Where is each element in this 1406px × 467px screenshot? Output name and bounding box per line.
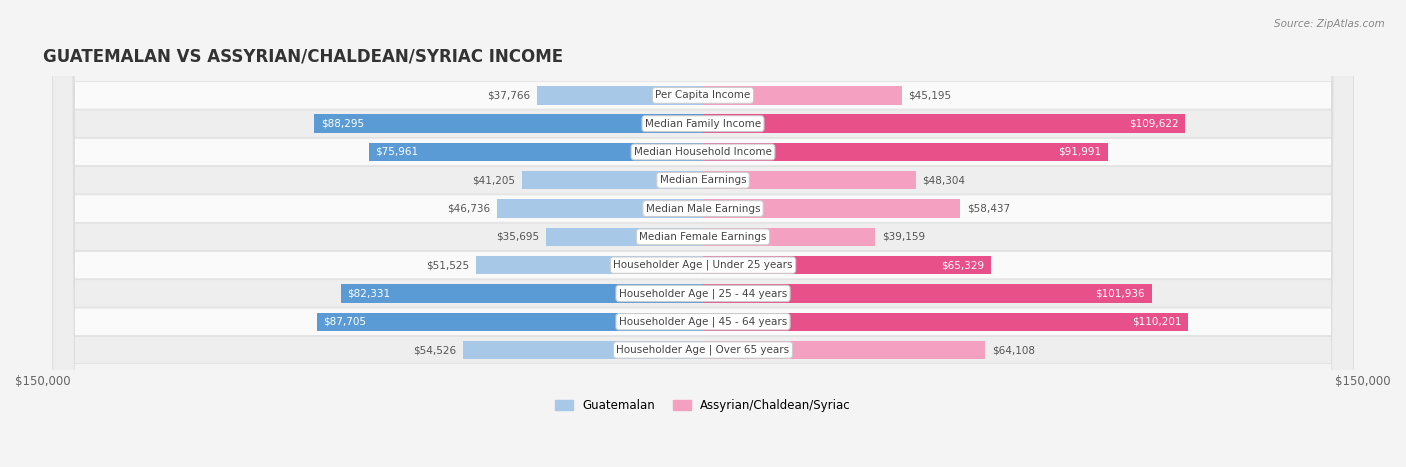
Bar	[703, 227, 876, 246]
Text: $101,936: $101,936	[1095, 289, 1144, 298]
Bar	[522, 171, 703, 190]
FancyBboxPatch shape	[52, 0, 1354, 467]
Text: Source: ZipAtlas.com: Source: ZipAtlas.com	[1274, 19, 1385, 28]
Text: $82,331: $82,331	[347, 289, 391, 298]
Text: Householder Age | Over 65 years: Householder Age | Over 65 years	[616, 345, 790, 355]
Text: Median Earnings: Median Earnings	[659, 175, 747, 185]
Text: GUATEMALAN VS ASSYRIAN/CHALDEAN/SYRIAC INCOME: GUATEMALAN VS ASSYRIAN/CHALDEAN/SYRIAC I…	[42, 48, 562, 66]
Bar	[703, 312, 1188, 331]
Text: $87,705: $87,705	[323, 317, 367, 327]
Text: $45,195: $45,195	[908, 91, 952, 100]
Bar	[703, 256, 991, 274]
Text: $39,159: $39,159	[882, 232, 925, 242]
Text: Householder Age | 25 - 44 years: Householder Age | 25 - 44 years	[619, 288, 787, 299]
Bar	[537, 86, 703, 105]
Bar	[703, 199, 960, 218]
Text: $37,766: $37,766	[486, 91, 530, 100]
Text: $35,695: $35,695	[496, 232, 540, 242]
Text: $64,108: $64,108	[991, 345, 1035, 355]
FancyBboxPatch shape	[52, 0, 1354, 467]
FancyBboxPatch shape	[52, 0, 1354, 467]
Text: $91,991: $91,991	[1059, 147, 1101, 157]
Text: $65,329: $65,329	[941, 260, 984, 270]
Text: $110,201: $110,201	[1132, 317, 1181, 327]
Text: Median Female Earnings: Median Female Earnings	[640, 232, 766, 242]
Text: Median Household Income: Median Household Income	[634, 147, 772, 157]
Bar	[703, 284, 1152, 303]
FancyBboxPatch shape	[52, 0, 1354, 467]
Text: Per Capita Income: Per Capita Income	[655, 91, 751, 100]
Text: $58,437: $58,437	[967, 204, 1010, 213]
Text: Householder Age | Under 25 years: Householder Age | Under 25 years	[613, 260, 793, 270]
Bar	[703, 171, 915, 190]
FancyBboxPatch shape	[52, 0, 1354, 467]
Text: $46,736: $46,736	[447, 204, 491, 213]
Bar	[477, 256, 703, 274]
Text: $75,961: $75,961	[375, 147, 419, 157]
Bar	[368, 143, 703, 161]
Text: $48,304: $48,304	[922, 175, 965, 185]
Text: Householder Age | 45 - 64 years: Householder Age | 45 - 64 years	[619, 317, 787, 327]
Bar	[703, 114, 1185, 133]
Text: Median Family Income: Median Family Income	[645, 119, 761, 129]
FancyBboxPatch shape	[52, 0, 1354, 467]
Bar	[315, 114, 703, 133]
Text: $41,205: $41,205	[472, 175, 515, 185]
Bar	[463, 341, 703, 359]
Text: $109,622: $109,622	[1129, 119, 1178, 129]
Text: $51,525: $51,525	[426, 260, 470, 270]
Bar	[546, 227, 703, 246]
Bar	[316, 312, 703, 331]
Text: $54,526: $54,526	[413, 345, 457, 355]
FancyBboxPatch shape	[52, 0, 1354, 467]
Bar	[498, 199, 703, 218]
FancyBboxPatch shape	[52, 0, 1354, 467]
FancyBboxPatch shape	[52, 0, 1354, 467]
Bar	[340, 284, 703, 303]
Bar	[703, 86, 901, 105]
FancyBboxPatch shape	[52, 0, 1354, 467]
Bar	[703, 341, 986, 359]
Legend: Guatemalan, Assyrian/Chaldean/Syriac: Guatemalan, Assyrian/Chaldean/Syriac	[551, 395, 855, 417]
Bar	[703, 143, 1108, 161]
Text: Median Male Earnings: Median Male Earnings	[645, 204, 761, 213]
Text: $88,295: $88,295	[321, 119, 364, 129]
